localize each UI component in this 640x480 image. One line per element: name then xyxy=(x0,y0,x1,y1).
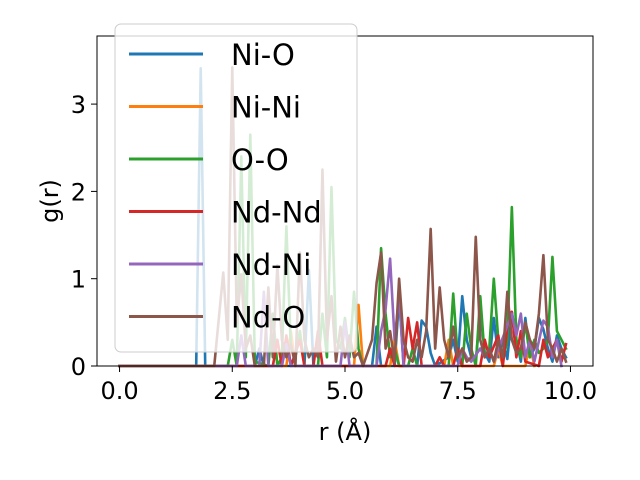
y-tick-label: 1 xyxy=(71,266,86,294)
y-tick-label: 3 xyxy=(71,91,86,119)
x-axis-label: r (Å) xyxy=(319,417,372,446)
y-axis-ticks: 0 1 2 3 xyxy=(71,91,97,381)
legend: Ni-O Ni-Ni O-O Nd-Nd Nd-Ni Nd-O xyxy=(114,23,358,353)
legend-label: Nd-Nd xyxy=(231,196,322,230)
x-tick-label: 2.5 xyxy=(213,377,251,405)
legend-label: Ni-Ni xyxy=(231,91,301,125)
x-axis-ticks: 0.0 2.5 5.0 7.5 10.0 xyxy=(100,366,597,405)
legend-label: Nd-Ni xyxy=(231,248,311,282)
y-tick-label: 0 xyxy=(71,353,86,381)
y-axis-label: g(r) xyxy=(36,179,64,223)
x-tick-label: 10.0 xyxy=(544,377,597,405)
legend-label: Nd-O xyxy=(231,301,305,335)
x-tick-label: 5.0 xyxy=(326,377,364,405)
y-tick-label: 2 xyxy=(71,178,86,206)
legend-label: O-O xyxy=(231,143,289,177)
x-tick-label: 0.0 xyxy=(100,377,138,405)
x-tick-label: 7.5 xyxy=(439,377,477,405)
legend-label: Ni-O xyxy=(231,38,295,72)
